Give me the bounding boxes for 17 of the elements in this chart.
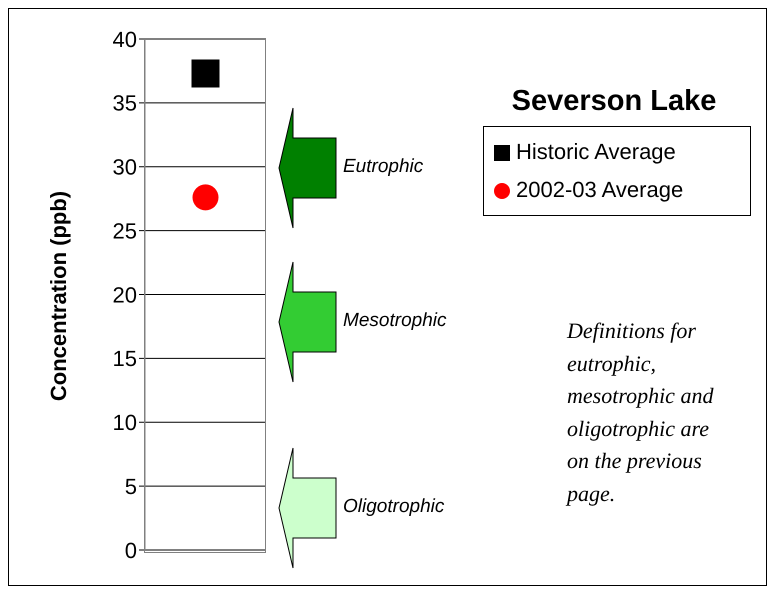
text: Severson Lake	[510, 85, 718, 118]
y-tick-label: 0	[124, 538, 137, 563]
text: Eutrophic	[343, 156, 424, 178]
y-tick-label: 15	[112, 346, 137, 372]
y-tick-label: 10	[112, 410, 137, 436]
y-tick-label: 30	[112, 154, 137, 180]
text: Definitions for eutrophic, mesotrophic and oligotrophic are on the previous page.	[567, 317, 714, 508]
text: Mesotrophic	[343, 310, 446, 332]
y-tick-label: 20	[112, 282, 137, 308]
y-tick-label: 35	[112, 90, 137, 116]
y-tick-label: 5	[124, 474, 137, 499]
text: Oligotrophic	[343, 496, 444, 518]
legend-label: 2002-03 Average	[515, 176, 684, 204]
legend-label: Historic Average	[515, 138, 677, 166]
y-tick-label: 40	[112, 26, 137, 52]
y-tick-label: 25	[112, 218, 137, 244]
y-axis-title: Concentration (ppb)	[46, 190, 72, 402]
